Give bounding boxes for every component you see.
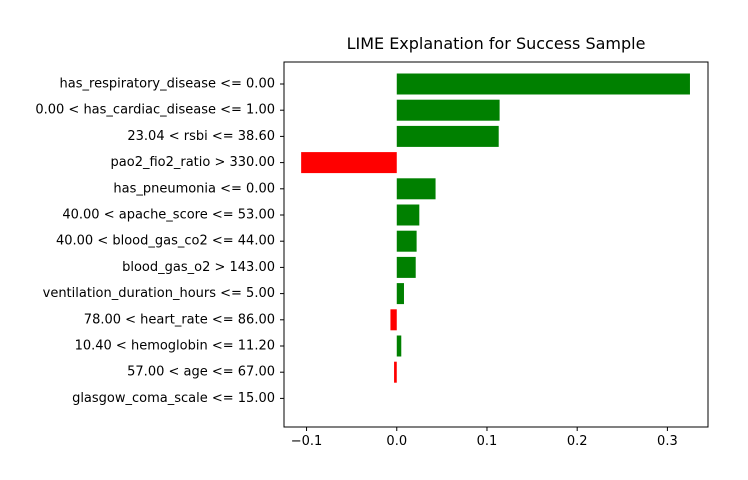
y-tick-labels: has_respiratory_disease <= 0.00 0.00 < ha… xyxy=(35,77,284,406)
bar xyxy=(396,335,402,357)
plot-frame xyxy=(283,61,709,428)
y-tick-label: 40.00 < blood_gas_co2 <= 44.00 xyxy=(56,234,275,249)
y-tick-label: 23.04 < rsbi <= 38.60 xyxy=(127,129,275,144)
bar xyxy=(396,125,499,147)
x-tick-label: 0.1 xyxy=(477,434,498,449)
y-tick-label: 78.00 < heart_rate <= 86.00 xyxy=(84,312,275,327)
bar xyxy=(396,178,436,200)
x-tick-label: 0.2 xyxy=(567,434,588,449)
bar xyxy=(396,99,500,121)
y-tick-label: blood_gas_o2 > 143.00 xyxy=(122,260,275,275)
y-tick-label: pao2_fio2_ratio > 330.00 xyxy=(111,155,275,170)
bar xyxy=(396,204,420,226)
y-tick-label: 40.00 < apache_score <= 53.00 xyxy=(62,208,275,223)
x-tick-label: 0.0 xyxy=(386,434,407,449)
y-tick-label: 57.00 < age <= 67.00 xyxy=(127,365,275,380)
x-axis: −0.1 0.0 0.1 0.2 0.3 xyxy=(291,427,678,449)
y-tick-label: has_respiratory_disease <= 0.00 xyxy=(60,77,275,92)
bar xyxy=(394,361,397,383)
y-tick-label: glasgow_coma_scale <= 15.00 xyxy=(72,391,275,406)
bar xyxy=(396,256,416,278)
y-tick-label: ventilation_duration_hours <= 5.00 xyxy=(43,286,275,301)
y-tick-label: has_pneumonia <= 0.00 xyxy=(113,181,275,196)
bar xyxy=(396,73,690,95)
y-tick-label: 0.00 < has_cardiac_disease <= 1.00 xyxy=(35,103,275,118)
x-tick-label: 0.3 xyxy=(657,434,678,449)
chart-title: LIME Explanation for Success Sample xyxy=(347,34,646,53)
bar xyxy=(390,309,397,331)
bars-layer xyxy=(301,73,690,383)
y-tick-label: 10.40 < hemoglobin <= 11.20 xyxy=(75,339,275,354)
bar xyxy=(396,283,404,305)
x-tick-label: −0.1 xyxy=(291,434,323,449)
bar xyxy=(396,230,417,252)
bar xyxy=(301,152,397,174)
